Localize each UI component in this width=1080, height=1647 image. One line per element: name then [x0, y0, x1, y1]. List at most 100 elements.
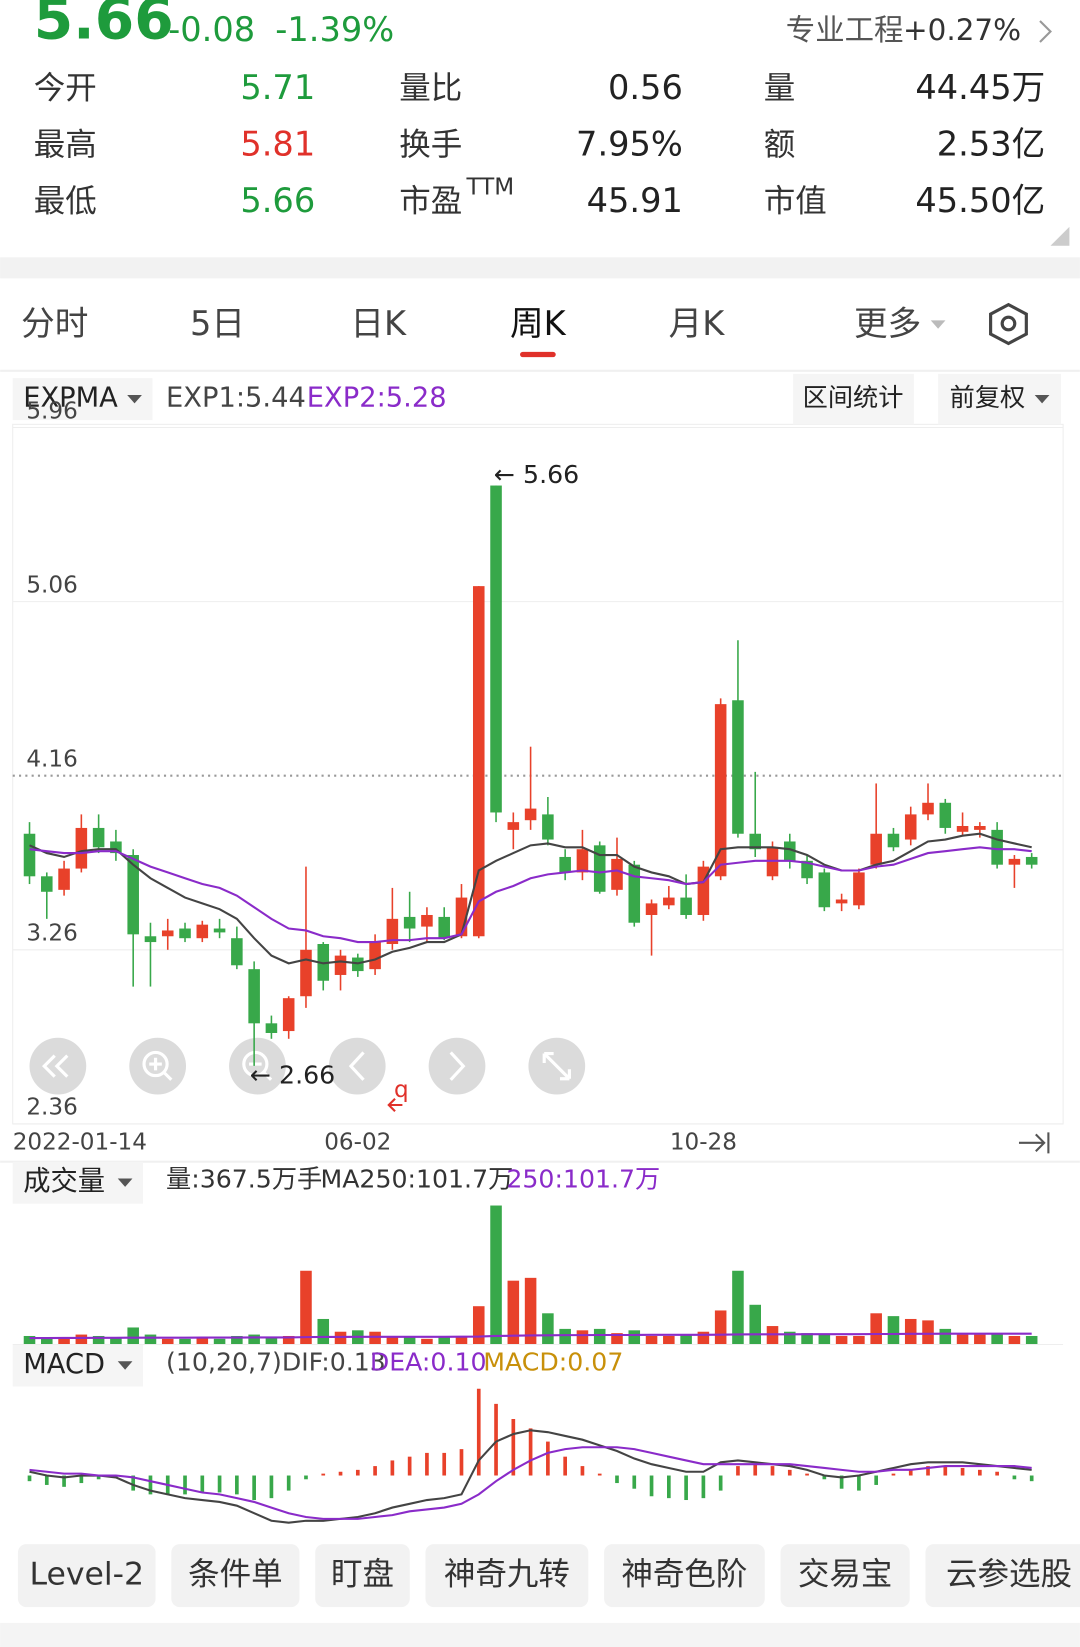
footer-band: [0, 1622, 1080, 1647]
candle-body: [680, 897, 692, 915]
tab[interactable]: 更多: [854, 304, 921, 343]
toolbar-button[interactable]: [425, 1544, 589, 1608]
volume-bar: [41, 1337, 53, 1345]
candle-body: [732, 700, 744, 834]
icon: [149, 1057, 173, 1081]
x-tick-label: 2022-01-14: [13, 1129, 147, 1155]
candle-body: [663, 897, 675, 906]
volume-bar: [490, 1205, 502, 1345]
volume-bar: [179, 1338, 191, 1345]
y-tick-label: 5.06: [26, 572, 77, 598]
toolbar-button[interactable]: [925, 1544, 1080, 1608]
toolbar-button[interactable]: [780, 1544, 910, 1608]
prev-button[interactable]: [328, 1037, 386, 1095]
candle-body: [576, 849, 589, 873]
indicator-name: EXPMA: [23, 383, 118, 414]
candle-body: [956, 826, 969, 832]
stat-value: 45.50亿: [915, 181, 1045, 220]
x-tick-label: 06-02: [324, 1129, 391, 1155]
legend-volume: 量:367.5万手: [166, 1165, 322, 1194]
candle-body: [611, 858, 623, 890]
toolbar-button[interactable]: [171, 1544, 300, 1608]
volume-bar: [421, 1338, 433, 1345]
volume-bar: [524, 1277, 537, 1345]
candle-body: [1008, 858, 1021, 865]
candle-body: [438, 916, 450, 939]
volume-bar: [853, 1335, 865, 1345]
candle-body: [23, 833, 36, 877]
volume-bar: [714, 1310, 727, 1345]
volume-bar: [1025, 1335, 1038, 1345]
icon: [348, 1051, 365, 1081]
volume-bar: [887, 1316, 900, 1345]
stat-value: 5.71: [240, 68, 315, 107]
candle-body: [507, 822, 520, 830]
candle-body: [542, 814, 554, 840]
range-stat-button[interactable]: [793, 373, 914, 425]
legend-ma: MA250:101.7万: [320, 1165, 513, 1194]
toolbar-button-label: 盯盘: [331, 1557, 394, 1593]
expand-corner[interactable]: [1050, 226, 1070, 246]
indicator-selector[interactable]: [12, 1344, 143, 1387]
candle-body: [749, 833, 762, 850]
tab[interactable]: 5日: [190, 304, 245, 343]
volume-bar: [749, 1304, 762, 1345]
volume-bar: [956, 1334, 969, 1345]
tab[interactable]: 月K: [669, 304, 726, 343]
volume-bar: [991, 1333, 1003, 1345]
stat-label: 今开: [34, 70, 97, 106]
exp2-line: [29, 846, 1032, 944]
dif-line: [29, 1429, 1032, 1524]
stat-value: 45.91: [587, 181, 683, 220]
volume-bar: [58, 1338, 70, 1345]
zoom-in-button[interactable]: [129, 1037, 187, 1095]
legend-macd: DEA:0.10: [370, 1347, 487, 1376]
scroll-end-icon[interactable]: [1018, 1132, 1050, 1154]
zoom-out-button[interactable]: [229, 1037, 286, 1095]
candle-body: [490, 485, 502, 813]
event-marker[interactable]: q: [394, 1077, 409, 1103]
price: 5.66: [34, 0, 174, 53]
high-annotation: ← 5.66: [494, 460, 579, 489]
candle-body: [127, 855, 139, 935]
candle-body: [75, 827, 88, 869]
indicator-selector[interactable]: [12, 378, 153, 421]
price-panel: [12, 423, 1064, 1125]
volume-bar: [334, 1331, 347, 1345]
sector-name[interactable]: 专业工程: [786, 13, 904, 47]
toolbar-button[interactable]: [17, 1544, 156, 1608]
stat-value: 0.56: [608, 68, 683, 107]
candle-body: [421, 914, 433, 927]
volume-bar: [110, 1337, 122, 1345]
tab[interactable]: 分时: [21, 304, 88, 343]
volume-bar: [300, 1270, 312, 1345]
dropdown-arrow: [127, 394, 142, 404]
volume-bar: [576, 1330, 589, 1345]
candle-body: [801, 860, 813, 879]
icon: [249, 1062, 273, 1081]
x-tick-label: 10-28: [670, 1129, 737, 1155]
toolbar-button[interactable]: [604, 1544, 765, 1608]
volume-bar: [645, 1335, 658, 1345]
dea-line: [29, 1446, 1032, 1520]
volume-bar: [974, 1334, 986, 1345]
candle-body: [628, 864, 641, 923]
volume-bar: [628, 1330, 641, 1345]
next-button[interactable]: [428, 1037, 486, 1095]
candle-body: [887, 833, 900, 848]
candle-body: [853, 872, 865, 906]
toolbar-button[interactable]: [315, 1544, 410, 1608]
candle-body: [92, 827, 105, 848]
tab[interactable]: 日K: [350, 304, 407, 343]
indicator-selector[interactable]: [12, 1161, 143, 1204]
indicator-name: MACD: [23, 1349, 105, 1380]
tab[interactable]: 周K: [510, 304, 567, 343]
candle-body: [1025, 856, 1038, 865]
settings-icon[interactable]: [989, 302, 1028, 346]
candle-body: [524, 808, 537, 821]
volume-bar: [835, 1335, 848, 1345]
change: -0.08: [168, 10, 255, 49]
sector-pct: +0.27%: [903, 13, 1021, 47]
volume-bar: [92, 1335, 105, 1345]
